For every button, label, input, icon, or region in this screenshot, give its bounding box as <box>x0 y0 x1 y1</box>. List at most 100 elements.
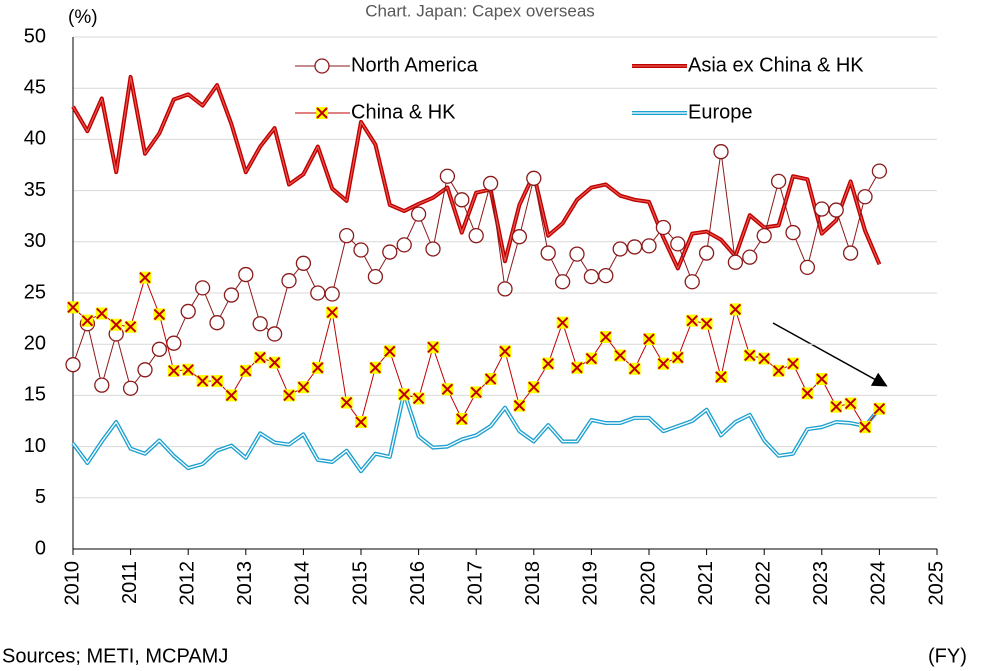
marker <box>698 245 715 261</box>
x-tick-label: 2013 <box>234 561 256 606</box>
marker <box>670 236 686 252</box>
marker-cross <box>600 331 612 343</box>
marker <box>316 107 328 119</box>
marker <box>410 206 427 222</box>
marker-cross <box>787 357 799 370</box>
x-tick-label: 2018 <box>522 561 544 606</box>
marker <box>700 317 713 330</box>
marker <box>614 349 627 362</box>
marker <box>153 308 166 321</box>
y-tick-label: 45 <box>24 76 46 98</box>
marker <box>295 255 312 271</box>
marker <box>151 341 168 357</box>
marker-cross <box>225 389 238 402</box>
marker <box>283 389 295 402</box>
x-tick-label: 2021 <box>695 561 717 606</box>
marker <box>326 306 339 319</box>
marker <box>713 144 729 160</box>
marker <box>598 267 614 284</box>
marker-cross <box>844 397 857 410</box>
marker <box>814 201 830 217</box>
x-axis-label: (FY) <box>928 645 967 667</box>
x-tick-label: 2015 <box>349 561 371 606</box>
chart-title: Chart. Japan: Capex overseas <box>365 1 595 20</box>
marker-cross <box>556 316 569 329</box>
marker <box>873 402 886 415</box>
marker-cross <box>427 341 439 353</box>
marker <box>94 377 110 393</box>
y-tick-label: 20 <box>24 332 46 354</box>
marker-cross <box>384 345 396 358</box>
marker-cross <box>873 403 886 415</box>
marker-cross <box>182 364 194 376</box>
marker <box>729 303 742 316</box>
x-tick-label: 2012 <box>176 561 198 606</box>
marker-cross <box>614 349 626 362</box>
marker-cross <box>585 352 598 365</box>
marker <box>871 163 888 179</box>
marker <box>340 396 353 409</box>
marker <box>239 364 252 377</box>
legend-label: China & HK <box>351 101 456 123</box>
marker <box>355 416 367 429</box>
marker <box>137 362 153 378</box>
marker <box>655 219 672 236</box>
marker-cross <box>456 413 468 425</box>
marker-cross <box>715 371 727 383</box>
y-tick-label: 5 <box>35 486 46 508</box>
y-tick-label: 0 <box>35 537 46 559</box>
marker <box>211 375 223 388</box>
marker <box>166 335 182 351</box>
marker <box>455 412 468 425</box>
marker <box>643 333 655 346</box>
y-tick-label: 40 <box>24 128 46 150</box>
marker-cross <box>153 308 166 321</box>
marker-cross <box>412 392 425 405</box>
marker <box>81 314 94 327</box>
marker <box>540 245 556 261</box>
x-tick-label: 2016 <box>407 561 429 606</box>
x-tick-label: 2020 <box>637 561 659 606</box>
marker <box>252 316 268 332</box>
marker-cross <box>758 352 770 365</box>
marker-cross <box>326 306 338 319</box>
y-axis-label: (%) <box>68 7 98 28</box>
marker-cross <box>254 351 266 364</box>
marker <box>770 173 787 190</box>
marker <box>727 254 744 270</box>
marker-cross <box>700 318 713 330</box>
x-tick-label: 2010 <box>61 561 83 606</box>
marker <box>671 351 684 364</box>
marker-cross <box>168 365 180 377</box>
marker <box>499 345 511 358</box>
marker <box>482 175 499 192</box>
marker <box>599 331 612 344</box>
marker <box>801 387 814 400</box>
legend-label: Europe <box>688 101 753 123</box>
marker-cross <box>96 307 108 320</box>
marker-cross <box>139 271 151 284</box>
marker-cross <box>441 383 454 395</box>
marker <box>427 341 439 354</box>
marker-cross <box>340 396 353 409</box>
marker <box>454 192 470 208</box>
marker <box>225 389 238 402</box>
marker <box>367 268 384 285</box>
marker <box>626 239 643 255</box>
marker <box>828 202 844 218</box>
marker-cross <box>268 356 281 369</box>
x-tick-label: 2024 <box>868 561 890 606</box>
y-tick-label: 15 <box>24 384 46 406</box>
marker <box>513 399 526 412</box>
y-tick-label: 35 <box>24 179 46 201</box>
y-tick-label: 50 <box>24 25 46 47</box>
marker <box>756 228 772 244</box>
marker <box>369 361 382 374</box>
marker <box>684 274 700 290</box>
marker <box>657 357 670 370</box>
line <box>71 390 881 474</box>
marker <box>785 224 801 241</box>
x-tick-label: 2023 <box>810 561 832 606</box>
x-tick-label: 2022 <box>752 561 774 606</box>
marker-cross <box>196 375 209 387</box>
